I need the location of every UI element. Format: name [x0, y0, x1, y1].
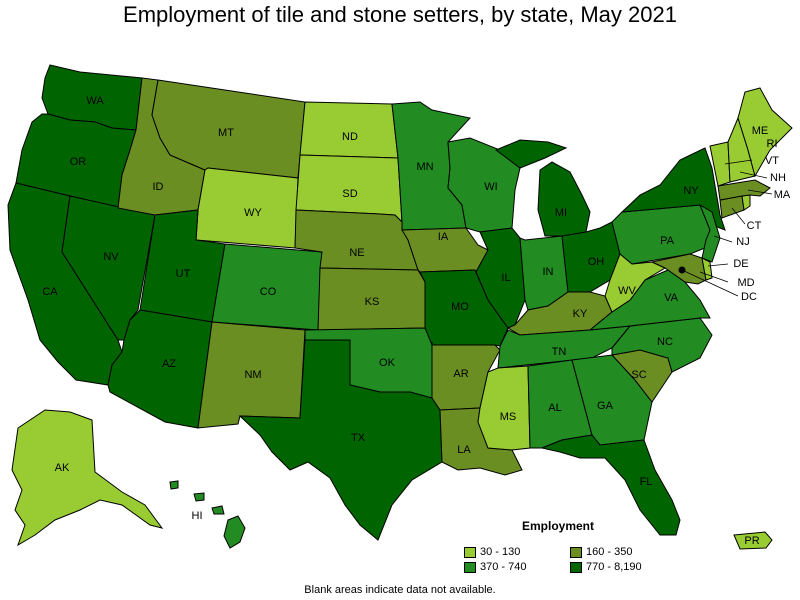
leader-nj [713, 235, 733, 243]
leader-ct [731, 207, 746, 225]
legend-item-3: 370 - 740 [464, 561, 526, 573]
label-ny: NY [683, 185, 699, 197]
label-fl: FL [640, 476, 653, 488]
label-co: CO [260, 286, 277, 298]
label-ms: MS [500, 411, 517, 423]
map-title: Employment of tile and stone setters, by… [123, 2, 677, 27]
label-tn: TN [552, 346, 567, 358]
label-id: ID [153, 181, 164, 193]
state-hi-kauai[interactable] [169, 480, 179, 490]
label-or: OR [70, 156, 87, 168]
label-mn: MN [416, 161, 433, 173]
legend-swatch [464, 561, 476, 573]
label-ar: AR [453, 368, 468, 380]
label-ia: IA [438, 231, 449, 243]
label-nd: ND [342, 131, 358, 143]
state-me[interactable] [737, 87, 793, 178]
state-ak[interactable] [11, 409, 164, 547]
state-pr[interactable] [733, 531, 773, 550]
label-de: DE [733, 258, 748, 270]
label-ok: OK [379, 357, 396, 369]
legend-label: 770 - 8,190 [586, 561, 642, 573]
state-fl[interactable] [540, 434, 681, 536]
state-ri[interactable] [741, 194, 751, 211]
state-hi-oahu[interactable] [193, 492, 205, 502]
label-vt: VT [765, 155, 779, 167]
label-sd: SD [342, 188, 357, 200]
legend-swatch [570, 546, 582, 558]
label-ct: CT [747, 220, 762, 232]
label-wv: WV [618, 285, 636, 297]
label-il: IL [501, 272, 510, 284]
legend-item-1: 30 - 130 [464, 546, 520, 558]
label-pa: PA [660, 235, 675, 247]
label-pr: PR [744, 535, 759, 547]
label-hi: HI [192, 510, 203, 522]
label-az: AZ [162, 358, 176, 370]
label-wa: WA [86, 95, 104, 107]
label-ri: RI [767, 138, 778, 150]
label-ut: UT [176, 268, 191, 280]
label-ne: NE [349, 247, 364, 259]
label-ma: MA [774, 189, 791, 201]
leader-ma [747, 189, 773, 195]
label-al: AL [548, 402, 561, 414]
label-md: MD [737, 277, 754, 289]
leader-de [707, 263, 729, 267]
label-ak: AK [55, 462, 70, 474]
legend-title: Employment [522, 519, 595, 533]
label-in: IN [543, 266, 554, 278]
legend-swatch [570, 561, 582, 573]
leader-md [699, 271, 729, 283]
label-ks: KS [365, 296, 380, 308]
label-tx: TX [351, 432, 366, 444]
state-tx[interactable] [238, 339, 443, 541]
label-ca: CA [42, 286, 58, 298]
state-mi[interactable] [537, 161, 591, 237]
leader-nh [739, 171, 768, 179]
label-mo: MO [451, 301, 469, 313]
label-wi: WI [484, 181, 497, 193]
label-nm: NM [244, 369, 261, 381]
legend-label: 370 - 740 [480, 561, 527, 573]
label-dc: DC [741, 291, 757, 303]
label-mi: MI [555, 207, 567, 219]
leader-dc [681, 269, 739, 297]
state-de[interactable] [701, 257, 713, 281]
label-oh: OH [588, 256, 605, 268]
label-me: ME [752, 125, 769, 137]
footnote: Blank areas indicate data not available. [304, 584, 496, 596]
leader-vt [724, 159, 753, 165]
label-nv: NV [103, 251, 119, 263]
legend-label: 30 - 130 [480, 546, 521, 558]
label-nh: NH [770, 172, 786, 184]
label-nc: NC [657, 336, 673, 348]
label-va: VA [664, 292, 679, 304]
legend-label: 160 - 350 [586, 546, 633, 558]
legend-swatch [464, 546, 476, 558]
state-mi-upper[interactable] [495, 139, 568, 169]
legend-item-2: 160 - 350 [570, 546, 632, 558]
label-ky: KY [573, 308, 588, 320]
state-hi-maui[interactable] [211, 505, 225, 515]
label-nj: NJ [736, 236, 749, 248]
label-mt: MT [218, 127, 234, 139]
state-ma[interactable] [717, 179, 771, 201]
label-sc: SC [631, 369, 646, 381]
state-hi[interactable] [223, 515, 246, 549]
label-la: LA [457, 444, 471, 456]
legend-item-4: 770 - 8,190 [570, 561, 642, 573]
label-ga: GA [597, 400, 614, 412]
label-wy: WY [244, 207, 262, 219]
